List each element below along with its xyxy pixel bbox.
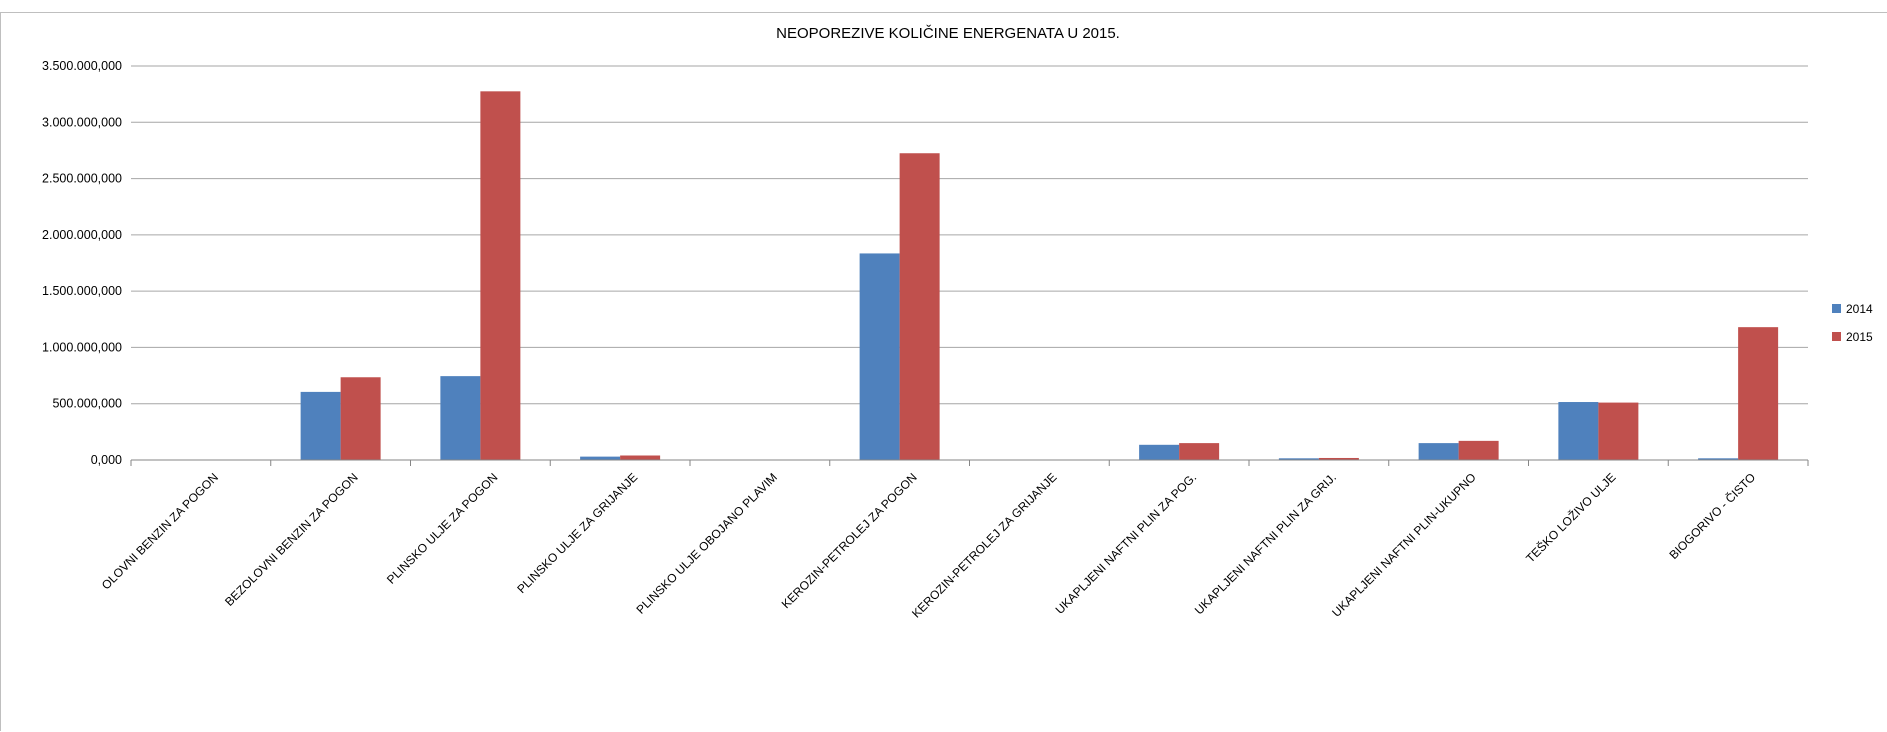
y-tick-label: 0,000 [91, 453, 122, 467]
bar-2014 [300, 391, 341, 460]
bar-2015 [1179, 443, 1220, 460]
legend-swatch-2014 [1832, 304, 1841, 313]
chart-svg: NEOPOREZIVE KOLIČINE ENERGENATA U 2015. … [42, 25, 1873, 621]
x-category-label: KEROZIN-PETROLEJ ZA GRIJANJE [909, 470, 1059, 620]
bar-2015 [899, 153, 940, 460]
legend-label-2014: 2014 [1846, 302, 1873, 316]
bar-2015 [1598, 402, 1639, 460]
legend-label-2015: 2015 [1846, 330, 1873, 344]
y-tick-label: 2.500.000,000 [42, 172, 122, 186]
bar-2015 [620, 455, 661, 460]
y-tick-label: 2.000.000,000 [42, 228, 122, 242]
y-tick-label: 1.500.000,000 [42, 284, 122, 298]
bar-2014 [440, 376, 481, 460]
x-axis [130, 459, 1809, 466]
y-tick-label: 3.000.000,000 [42, 115, 122, 129]
legend-swatch-2015 [1832, 332, 1841, 341]
x-category-label: PLINSKO ULJE ZA GRIJANJE [514, 470, 640, 596]
chart-frame: NEOPOREZIVE KOLIČINE ENERGENATA U 2015. … [0, 12, 1887, 731]
bar-2014 [580, 456, 621, 460]
x-category-label: PLINSKO ULJE ZA POGON [384, 470, 500, 586]
y-tick-label: 3.500.000,000 [42, 59, 122, 73]
bar-2015 [1318, 457, 1359, 460]
bar-2015 [1458, 440, 1499, 460]
x-category-label: BEZOLOVNI BENZIN ZA POGON [222, 470, 361, 609]
x-category-label: UKAPLJENI NAFTNI PLIN ZA POG. [1053, 470, 1200, 617]
x-category-label: PLINSKO ULJE OBOJANO PLAVIM [634, 470, 780, 616]
bar-2015 [480, 91, 521, 460]
x-axis-category-labels: OLOVNI BENZIN ZA POGON BEZOLOVNI BENZIN Z… [99, 470, 1758, 621]
bar-2015 [340, 377, 381, 460]
gridlines [131, 65, 1808, 405]
bar-2014 [1418, 443, 1459, 460]
legend: 2014 2015 [1832, 302, 1873, 344]
y-tick-label: 1.000.000,000 [42, 340, 122, 354]
bar-2014 [1278, 458, 1319, 460]
bars [300, 91, 1779, 460]
x-category-label: UKAPLJENI NAFTNI PLIN-UKUPNO [1329, 470, 1478, 619]
bar-2014 [1139, 444, 1180, 460]
x-category-label: TEŠKO LOŽIVO ULJE [1523, 470, 1619, 566]
bar-2014 [1558, 402, 1599, 460]
bar-2014 [859, 253, 900, 460]
bar-2015 [1738, 327, 1779, 460]
y-axis-tick-labels: 0,000 500.000,000 1.000.000,000 1.500.000,0… [42, 59, 122, 467]
x-category-label: OLOVNI BENZIN ZA POGON [99, 470, 221, 592]
bar-2014 [1698, 458, 1739, 460]
x-category-label: BIOGORIVO - ČISTO [1666, 470, 1758, 562]
x-category-label: KEROZIN-PETROLEJ ZA POGON [779, 470, 920, 611]
chart-title: NEOPOREZIVE KOLIČINE ENERGENATA U 2015. [776, 25, 1120, 42]
x-category-label: UKAPLJENI NAFTNI PLIN ZA GRIJ. [1192, 470, 1339, 617]
y-tick-label: 500.000,000 [52, 397, 122, 411]
